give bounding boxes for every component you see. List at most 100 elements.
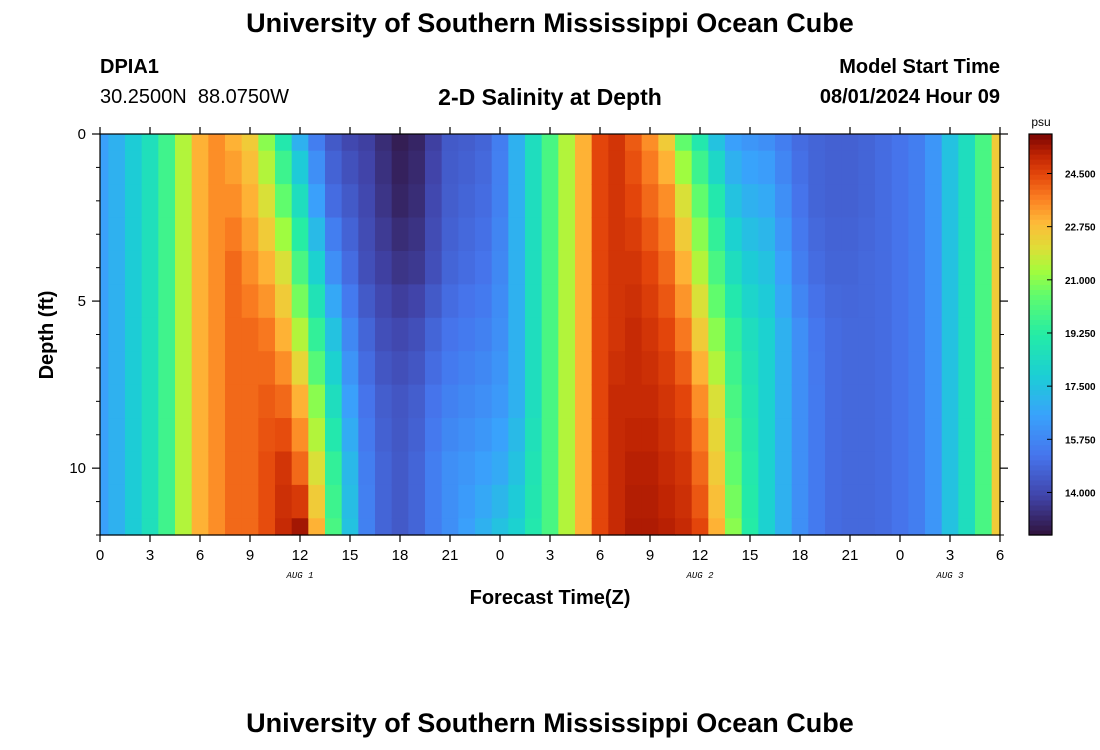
heatmap-cell (775, 351, 793, 386)
heatmap-cell (658, 217, 676, 252)
heatmap-cell (908, 184, 926, 219)
heatmap-cell (491, 484, 509, 519)
heatmap-cell (358, 250, 376, 285)
heatmap-cell (158, 351, 176, 386)
heatmap-cell (741, 184, 759, 219)
colorbar-segment (1029, 354, 1052, 361)
heatmap-cell (958, 134, 976, 152)
heatmap-cell (325, 150, 343, 185)
heatmap-cell (241, 150, 259, 185)
heatmap-cell (375, 451, 393, 486)
heatmap-cell (691, 250, 709, 285)
heatmap-cell (975, 484, 993, 519)
colorbar-segment (1029, 284, 1052, 290)
x-tick-label: 9 (246, 547, 254, 564)
heatmap-cell (291, 250, 309, 285)
heatmap-cell (925, 451, 943, 486)
colorbar-segment (1029, 289, 1052, 295)
heatmap-cell (741, 351, 759, 386)
heatmap-cell (575, 217, 593, 252)
heatmap-cell (708, 317, 726, 352)
heatmap-cell (808, 250, 826, 285)
heatmap-cell (591, 134, 609, 152)
heatmap-cell (575, 451, 593, 486)
heatmap-cell (241, 518, 259, 536)
heatmap-cell (100, 484, 109, 519)
heatmap-cell (758, 184, 776, 219)
heatmap-cell (675, 418, 693, 453)
heatmap-cell (275, 217, 293, 252)
heatmap-cell (208, 284, 226, 319)
heatmap-cell (375, 351, 393, 386)
heatmap-cell (258, 484, 276, 519)
heatmap-cell (758, 217, 776, 252)
heatmap-cell (641, 150, 659, 185)
heatmap-cell (591, 250, 609, 285)
heatmap-cell (875, 134, 893, 152)
heatmap-cell (808, 451, 826, 486)
heatmap-cell (708, 351, 726, 386)
heatmap-cell (741, 384, 759, 419)
heatmap-cell (991, 250, 1001, 285)
heatmap-cell (558, 217, 576, 252)
heatmap-cell (841, 484, 859, 519)
colorbar-segment (1029, 164, 1052, 170)
colorbar-segment (1029, 409, 1052, 416)
heatmap-cell (175, 384, 193, 419)
heatmap-cell (375, 284, 393, 319)
heatmap-cell (825, 250, 843, 285)
heatmap-cell (791, 184, 809, 219)
heatmap-cell (525, 150, 543, 185)
heatmap-cell (641, 317, 659, 352)
x-tick-label: 0 (496, 547, 504, 564)
heatmap-cell (508, 217, 526, 252)
heatmap-cell (341, 317, 359, 352)
heatmap-cell (275, 484, 293, 519)
colorbar-segment (1029, 369, 1052, 376)
x-tick-label: 15 (342, 547, 359, 564)
heatmap-cell (141, 351, 159, 386)
colorbar-segment (1029, 429, 1052, 436)
heatmap-cell (725, 418, 743, 453)
colorbar-segment (1029, 229, 1052, 235)
heatmap-cell (125, 184, 143, 219)
heatmap-cell (275, 150, 293, 185)
heatmap-cell (525, 217, 543, 252)
heatmap-cell (491, 217, 509, 252)
heatmap-cell (125, 250, 143, 285)
heatmap-cell (408, 250, 426, 285)
heatmap-cell (358, 418, 376, 453)
heatmap-cell (925, 150, 943, 185)
colorbar-segment (1029, 479, 1052, 486)
heatmap-cell (525, 384, 543, 419)
heatmap-cell (658, 317, 676, 352)
heatmap-cell (808, 150, 826, 185)
heatmap-cell (141, 484, 159, 519)
heatmap-cell (191, 284, 209, 319)
heatmap-cell (625, 384, 643, 419)
heatmap-cell (425, 184, 443, 219)
colorbar-segment (1029, 469, 1052, 476)
heatmap-cell (358, 351, 376, 386)
heatmap-cell (941, 150, 959, 185)
heatmap-cell (908, 284, 926, 319)
heatmap-cell (708, 150, 726, 185)
heatmap-cell (141, 518, 159, 536)
colorbar-segment (1029, 389, 1052, 396)
heatmap-cell (125, 351, 143, 386)
heatmap-cell (158, 484, 176, 519)
heatmap-cell (841, 451, 859, 486)
heatmap-cell (375, 384, 393, 419)
colorbar-segment (1029, 434, 1052, 441)
heatmap-cell (125, 150, 143, 185)
heatmap-cell (791, 384, 809, 419)
heatmap-cell (791, 250, 809, 285)
heatmap-cell (108, 217, 126, 252)
heatmap-cell (958, 418, 976, 453)
heatmap-cell (491, 134, 509, 152)
colorbar-segment (1029, 394, 1052, 401)
heatmap-cell (858, 451, 876, 486)
heatmap-cell (875, 150, 893, 185)
heatmap-cell (891, 184, 909, 219)
heatmap-cell (525, 518, 543, 536)
